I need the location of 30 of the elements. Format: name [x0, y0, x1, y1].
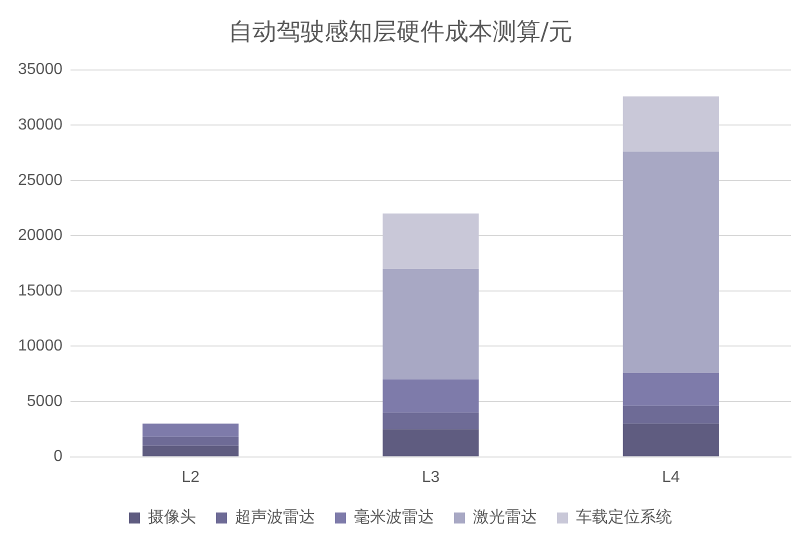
legend-label: 激光雷达 — [473, 507, 537, 526]
y-tick-label: 15000 — [18, 282, 63, 300]
y-tick-label: 5000 — [26, 392, 63, 410]
y-tick-label: 10000 — [18, 338, 63, 355]
y-tick-label: 30000 — [18, 116, 63, 134]
bar — [622, 96, 719, 152]
y-tick-label: 35000 — [18, 61, 63, 78]
bar — [382, 379, 479, 413]
y-tick-label: 20000 — [18, 227, 63, 244]
bar — [622, 406, 719, 424]
x-tick-label: L3 — [422, 468, 440, 486]
bar — [622, 424, 719, 456]
bar — [382, 214, 479, 269]
legend-label: 摄像头 — [148, 507, 196, 526]
y-tick-label: 0 — [54, 448, 63, 466]
bar — [622, 152, 719, 373]
bar — [142, 424, 239, 437]
chart-title: 自动驾驶感知层硬件成本测算/元 — [228, 18, 573, 46]
bar — [382, 429, 479, 456]
legend-label: 毫米波雷达 — [354, 507, 434, 526]
x-tick-label: L4 — [662, 468, 680, 486]
y-tick-label: 25000 — [18, 172, 63, 189]
legend-label: 车载定位系统 — [576, 507, 672, 526]
bar — [142, 446, 239, 456]
bar — [382, 412, 479, 430]
bar — [142, 436, 239, 446]
bar — [622, 372, 719, 406]
legend-label: 超声波雷达 — [235, 507, 315, 526]
x-tick-label: L2 — [182, 468, 200, 486]
bar — [382, 268, 479, 380]
